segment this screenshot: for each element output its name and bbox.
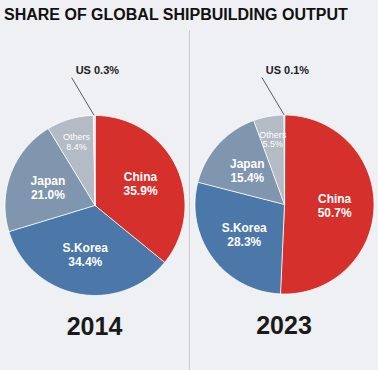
svg-text:China35.9%: China35.9% [124,170,158,198]
html-text:2014: 2014 [66,312,123,340]
svg-text:US 0.3%: US 0.3% [76,64,120,76]
svg-text:China50.7%: China50.7% [318,192,352,220]
svg-text:Japan15.4%: Japan15.4% [230,157,265,185]
svg-text:US 0.1%: US 0.1% [266,64,309,76]
svg-text:Others8.4%: Others8.4% [63,132,91,152]
svg-text:S.Korea28.3%: S.Korea28.3% [222,221,267,249]
svg-text:S.Korea34.4%: S.Korea34.4% [63,241,109,269]
svg-text:Others5.5%: Others5.5% [259,130,286,150]
html-text:SHARE OF GLOBAL SHIPBUILDING O: SHARE OF GLOBAL SHIPBUILDING OUTPUT [4,6,348,23]
html-text:2023: 2023 [256,310,312,339]
svg-text:Japan21.0%: Japan21.0% [31,174,66,202]
